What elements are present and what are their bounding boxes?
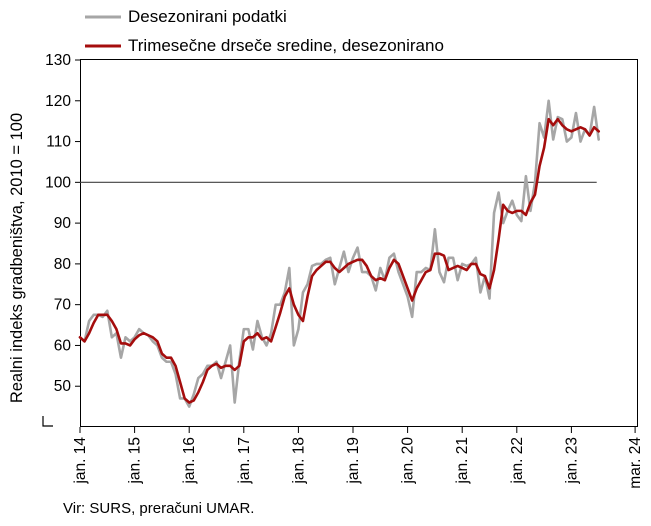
axis-break-marker <box>42 416 53 427</box>
plot-frame <box>80 59 638 427</box>
y-tick-label: 120 <box>45 93 71 110</box>
y-tick-label: 60 <box>54 337 72 354</box>
x-tick-label: jan. 21 <box>454 437 471 485</box>
source-note: Vir: SURS, preračuni UMAR. <box>63 500 255 517</box>
x-tick-label: jan. 16 <box>181 437 198 485</box>
y-tick-label: 90 <box>54 215 72 232</box>
x-tick-label: jan. 22 <box>509 437 526 485</box>
y-tick-label: 110 <box>46 134 71 151</box>
x-tick-label: jan. 18 <box>290 437 307 485</box>
legend-label-moving-average: Trimesečne drseče sredine, desezonirano <box>128 36 444 55</box>
y-tick-label: 80 <box>54 256 72 273</box>
x-tick-label: jan. 17 <box>236 437 253 485</box>
y-axis-title: Realni indeks gradbeništva, 2010 = 100 <box>8 113 26 403</box>
y-tick-label: 70 <box>54 297 72 314</box>
series-line-monthly <box>78 99 601 408</box>
x-tick-label: jan. 15 <box>127 437 144 485</box>
x-tick-label: jan. 23 <box>563 437 580 485</box>
y-axis: 130 120 110 100 90 80 70 60 50 <box>45 52 80 395</box>
x-tick-label: jan. 20 <box>400 437 417 485</box>
y-tick-label: 100 <box>45 174 71 191</box>
x-axis: jan. 14 jan. 15 jan. 16 jan. 17 jan. 18 jan. … <box>72 427 644 489</box>
x-tick-label: jan. 19 <box>345 437 362 485</box>
y-tick-label: 130 <box>45 52 71 69</box>
series-layer <box>78 99 601 408</box>
x-tick-label: mar. 24 <box>627 437 644 489</box>
legend-label-monthly: Desezonirani podatki <box>128 7 287 26</box>
legend: Desezonirani podatki Trimesečne drseče s… <box>85 7 444 55</box>
x-tick-label: jan. 14 <box>72 437 89 485</box>
series-line-moving-average <box>78 117 601 404</box>
y-tick-label: 50 <box>54 378 72 395</box>
